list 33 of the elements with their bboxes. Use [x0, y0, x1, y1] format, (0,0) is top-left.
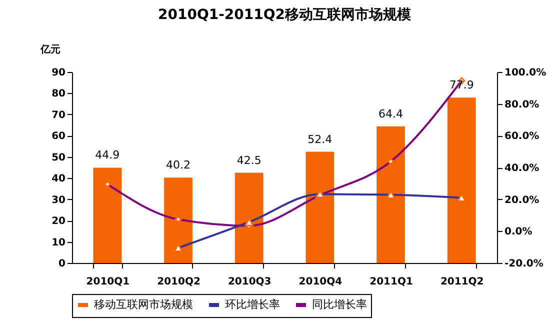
- y-tick-label: 50: [52, 152, 66, 164]
- y2-tick-label: 40.0%: [504, 163, 540, 174]
- y-tick-label: 70: [52, 110, 66, 121]
- x-tick-label: 2011Q1: [370, 276, 413, 288]
- y2-tick-label: 100.0%: [504, 68, 546, 78]
- y-tick-label: 60: [52, 131, 66, 142]
- legend-label: 移动互联网市场规模: [94, 298, 193, 311]
- y2-tick-label: 80.0%: [504, 99, 540, 110]
- legend-label: 环比增长率: [225, 298, 280, 311]
- x-tick-label: 2010Q4: [298, 276, 342, 288]
- x-tick-label: 2010Q2: [157, 276, 200, 288]
- y-tick-label: 30: [52, 194, 66, 206]
- y-tick-label: 20: [52, 216, 66, 228]
- y2-tick-label: 20.0%: [504, 194, 540, 206]
- y-tick-label: 90: [52, 68, 66, 78]
- y2-tick-label: -20.0%: [504, 258, 544, 270]
- y2-tick-label: 0.0%: [504, 226, 532, 238]
- y-axis-title: 亿元: [40, 44, 60, 56]
- y-tick-label: 40: [52, 174, 66, 185]
- chart-title: 2010Q1-2011Q2移动互联网市场规模: [158, 6, 412, 23]
- legend-label: 同比增长率: [312, 298, 367, 311]
- data-label: 44.9: [95, 148, 120, 162]
- data-label: 42.5: [236, 154, 262, 167]
- data-label: 52.4: [308, 132, 332, 146]
- x-tick-label: 2010Q3: [228, 276, 272, 288]
- y-tick-label: 10: [52, 237, 66, 248]
- x-tick-label: 2010Q1: [86, 276, 130, 288]
- y-tick-label: 0: [58, 258, 66, 270]
- data-label: 64.4: [378, 107, 403, 120]
- data-label: 40.2: [166, 158, 190, 172]
- y-tick-label: 80: [52, 88, 66, 100]
- y2-tick-label: 60.0%: [504, 131, 540, 142]
- x-tick-label: 2011Q2: [440, 276, 484, 288]
